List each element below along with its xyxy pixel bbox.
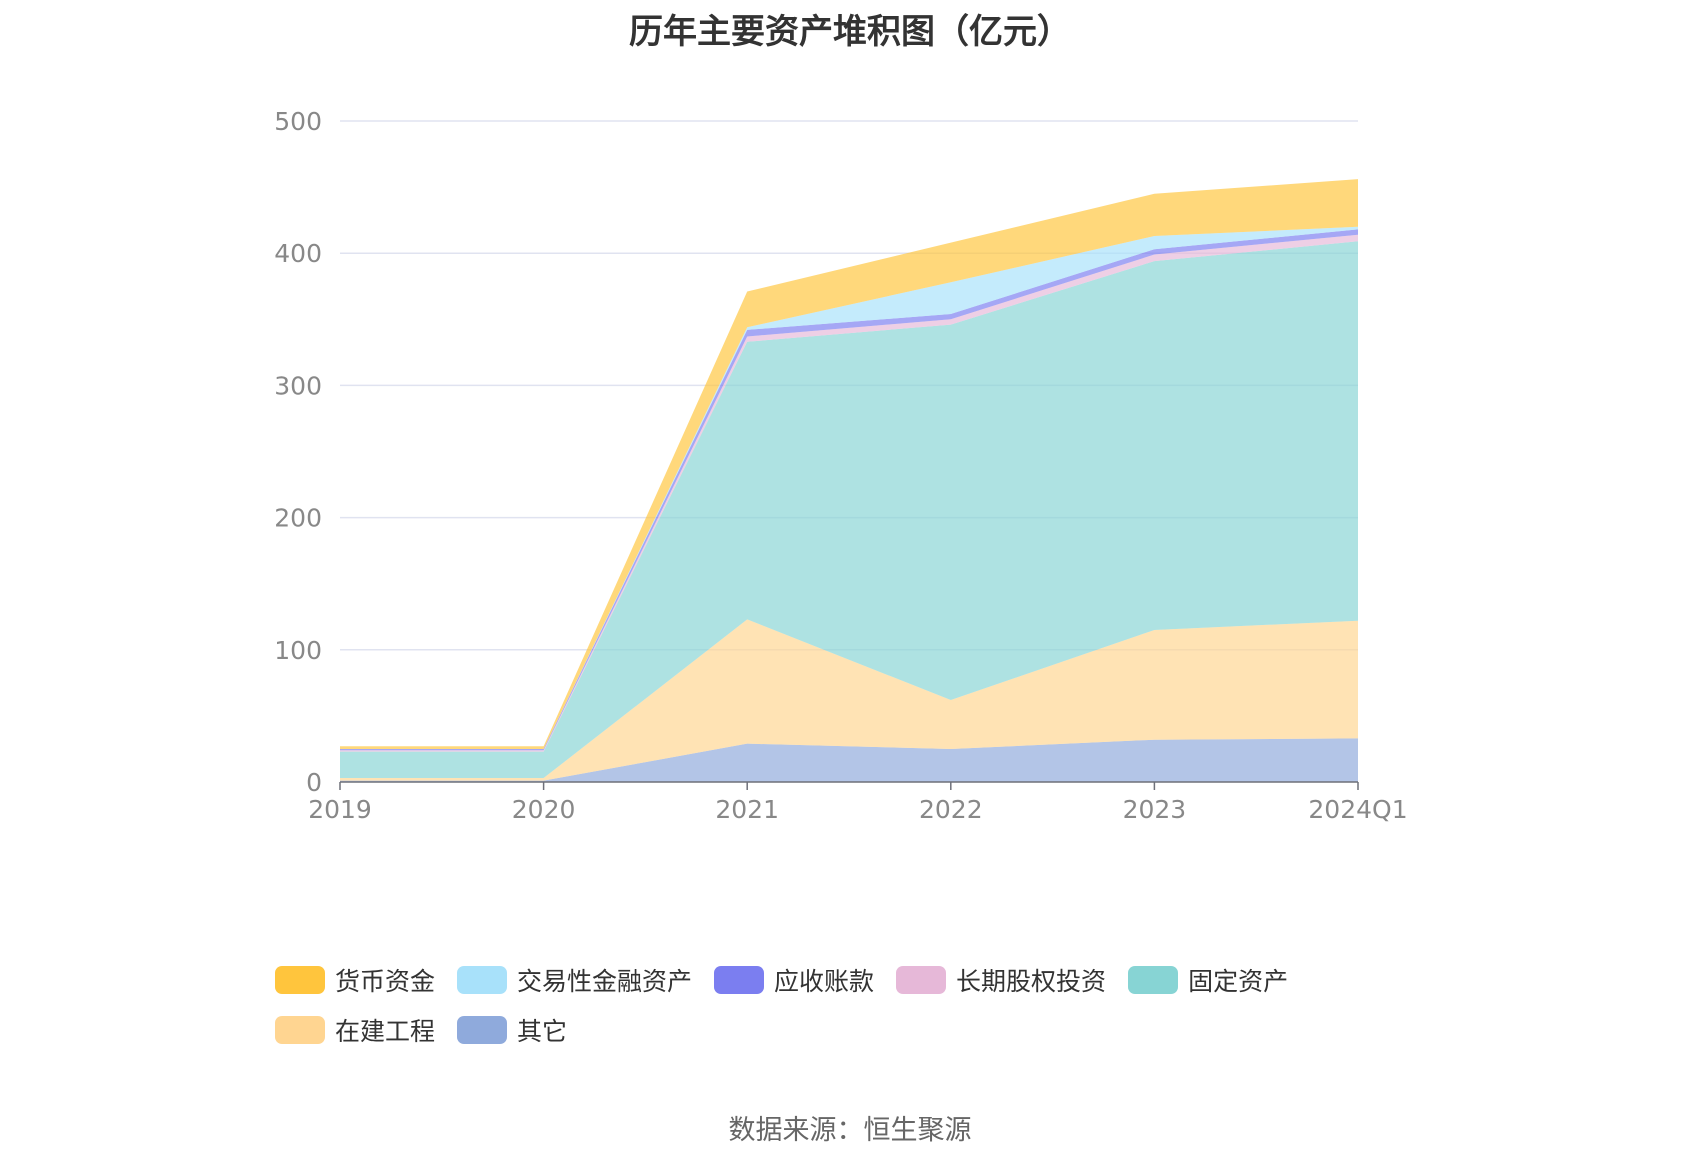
legend-swatch xyxy=(896,966,947,994)
stacked-area-chart: 0 100 200 300 400 500 2019 2020 2021 2022 2023 2024… xyxy=(274,107,1407,824)
legend-item[interactable]: 其它 xyxy=(457,1005,567,1055)
legend-label: 其它 xyxy=(517,1017,568,1046)
area-series xyxy=(340,738,1358,782)
chart-legend: 货币资金 交易性金融资产 应收账款 长期股权投资 固定资产在建工程 其它 xyxy=(275,955,1475,1055)
legend-swatch xyxy=(1128,966,1179,994)
y-tick-label: 300 xyxy=(274,371,322,400)
x-tick-label: 2023 xyxy=(1123,795,1187,824)
legend-item[interactable]: 固定资产 xyxy=(1128,955,1288,1005)
x-tick-label: 2019 xyxy=(308,795,372,824)
x-tick-label: 2024Q1 xyxy=(1308,795,1407,824)
y-tick-label: 200 xyxy=(274,504,322,533)
legend-label: 在建工程 xyxy=(335,1017,436,1046)
legend-swatch xyxy=(457,1016,508,1044)
area-series xyxy=(340,619,1358,781)
x-tick-label: 2021 xyxy=(715,795,779,824)
x-tick-label: 2020 xyxy=(512,795,576,824)
y-tick-label: 400 xyxy=(274,239,322,268)
x-tick-label: 2022 xyxy=(919,795,983,824)
legend-swatch xyxy=(457,966,508,994)
legend-item[interactable]: 在建工程 xyxy=(275,1005,435,1055)
legend-swatch xyxy=(275,966,325,994)
legend-label: 货币资金 xyxy=(335,967,436,996)
legend-label: 交易性金融资产 xyxy=(517,967,693,996)
y-tick-label: 0 xyxy=(306,768,322,797)
y-tick-label: 500 xyxy=(274,107,322,136)
legend-swatch xyxy=(275,1016,325,1044)
legend-swatch xyxy=(714,966,765,994)
chart-title: 历年主要资产堆积图（亿元） xyxy=(629,12,1071,52)
legend-item[interactable]: 应收账款 xyxy=(714,955,874,1005)
y-tick-label: 100 xyxy=(274,636,322,665)
legend-item[interactable]: 交易性金融资产 xyxy=(457,955,692,1005)
legend-label: 固定资产 xyxy=(1188,967,1289,996)
legend-item[interactable]: 货币资金 xyxy=(275,955,435,1005)
legend-label: 长期股权投资 xyxy=(956,967,1107,996)
area-series xyxy=(340,179,1358,749)
area-series xyxy=(340,241,1358,779)
data-source-note: 数据来源：恒生聚源 xyxy=(728,1115,972,1146)
legend-item[interactable]: 长期股权投资 xyxy=(896,955,1106,1005)
legend-label: 应收账款 xyxy=(774,967,875,996)
